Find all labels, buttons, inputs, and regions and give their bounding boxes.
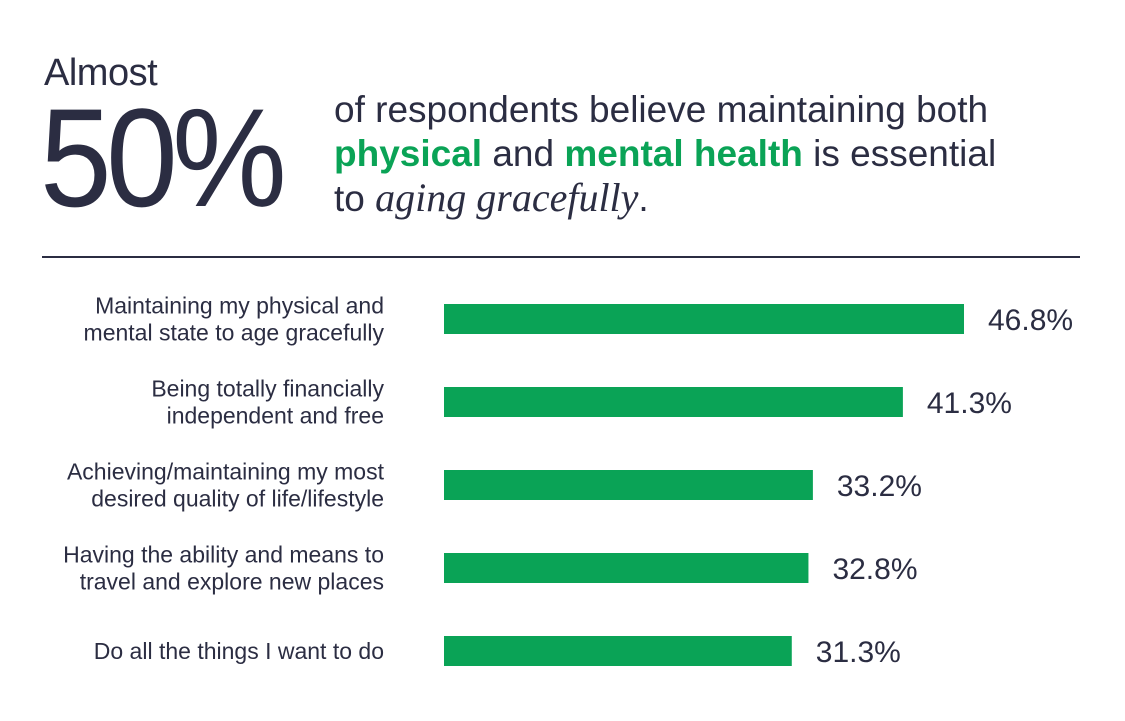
headline-statement: of respondents believe maintaining both … xyxy=(334,88,1094,221)
statement-connector: and xyxy=(482,133,565,174)
category-label-line: Being totally financially xyxy=(151,376,384,402)
category-label-line: Achieving/maintaining my most xyxy=(67,459,385,485)
bar-4 xyxy=(444,553,809,583)
headline-prefix: Almost xyxy=(44,52,158,94)
highlight-physical: physical xyxy=(334,133,483,174)
category-label-line: Having the ability and means to xyxy=(63,542,384,568)
statement-line-3-end: . xyxy=(638,178,649,219)
statement-line-3: to aging gracefully. xyxy=(334,176,1094,221)
category-label-2: Being totally financially independent and… xyxy=(151,376,384,429)
statement-italic-phrase: aging gracefully xyxy=(375,175,639,220)
headline: Almost 50% of respondents believe mainta… xyxy=(0,0,1125,250)
headline-big-number: 50% xyxy=(40,79,287,236)
statement-line-3-start: to xyxy=(334,178,376,219)
category-label-line: independent and free xyxy=(167,403,384,429)
value-label-5: 31.3% xyxy=(816,636,901,669)
category-label-line: travel and explore new places xyxy=(80,569,384,595)
statement-line-2-end: is essential xyxy=(802,133,997,174)
category-label-5: Do all the things I want to do xyxy=(94,638,384,664)
category-label-line: Do all the things I want to do xyxy=(94,638,384,664)
value-label-3: 33.2% xyxy=(837,470,922,503)
statement-line-2: physical and mental health is essential xyxy=(334,132,1094,176)
value-label-2: 41.3% xyxy=(927,387,1012,420)
value-label-4: 32.8% xyxy=(832,553,917,586)
bar-3 xyxy=(444,470,813,500)
category-label-1: Maintaining my physical and mental state … xyxy=(84,293,385,346)
value-label-1: 46.8% xyxy=(988,304,1073,337)
highlight-mental-health: mental health xyxy=(564,133,803,174)
bar-1 xyxy=(444,304,964,334)
statement-line-1: of respondents believe maintaining both xyxy=(334,89,989,130)
bar-5 xyxy=(444,636,792,666)
category-label-line: desired quality of life/lifestyle xyxy=(91,486,384,512)
category-label-line: mental state to age gracefully xyxy=(84,320,385,346)
category-label-4: Having the ability and means to travel an… xyxy=(63,542,384,595)
category-label-line: Maintaining my physical and xyxy=(95,293,384,319)
divider-rule xyxy=(42,256,1080,258)
bar-2 xyxy=(444,387,903,417)
category-label-3: Achieving/maintaining my most desired qua… xyxy=(67,459,385,512)
